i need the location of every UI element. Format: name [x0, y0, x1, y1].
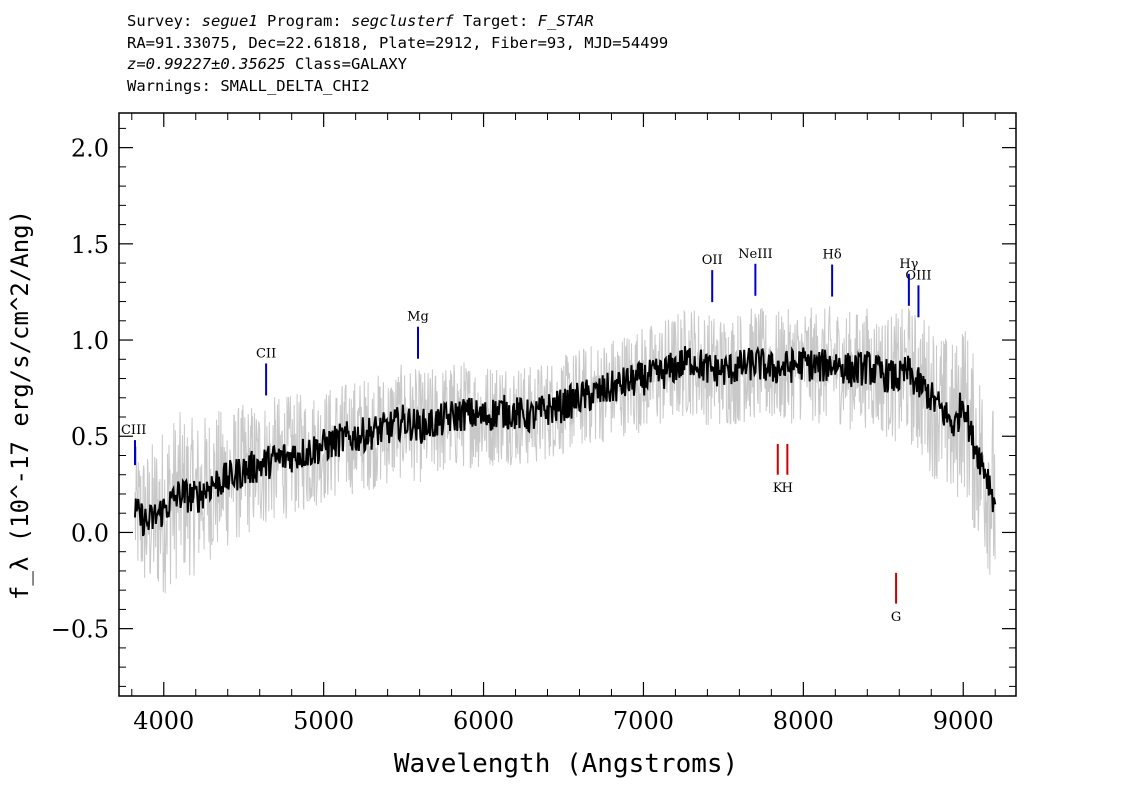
y-axis-label-text: f_λ (10^-17 erg/s/cm^2/Ang)	[6, 210, 34, 600]
y-tick-label-5: 2.0	[71, 135, 109, 163]
x-tick-label-5: 9000	[933, 707, 994, 735]
annotation-label-8: K	[773, 481, 783, 496]
header-line-survey: Survey: segue1 Program: segclusterf Targ…	[127, 11, 1027, 33]
axes: 4000 5000 6000 7000 8000 9000 −0.5 0.0 0.5 1.0 1.5…	[51, 112, 1017, 735]
program-value: segclusterf	[351, 12, 454, 30]
x-tick-label-3: 7000	[613, 707, 674, 735]
x-tick-label-4: 8000	[773, 707, 834, 735]
header-line-warnings: Warnings: SMALL_DELTA_CHI2	[127, 76, 370, 95]
annotation-label-4: NeIII	[738, 247, 772, 262]
flux-series	[134, 345, 997, 537]
class-value: Class=GALAXY	[294, 55, 407, 73]
x-tick-label-0: 4000	[133, 707, 194, 735]
annotation-label-3: OII	[702, 253, 723, 268]
spectrum-header: Survey: segue1 Program: segclusterf Targ…	[127, 11, 1027, 97]
survey-label: Survey:	[127, 12, 193, 30]
plot-frame	[118, 112, 1017, 697]
annotation-label-10: G	[891, 610, 901, 625]
survey-value: segue1	[201, 12, 258, 30]
y-tick-label-3: 1.0	[71, 327, 109, 355]
program-label: Program:	[267, 12, 342, 30]
annotation-label-1: CII	[256, 346, 276, 361]
x-tick-label-1: 5000	[293, 707, 354, 735]
annotation-label-6: Hγ	[899, 257, 918, 272]
y-tick-label-4: 1.5	[71, 231, 109, 259]
x-tick-label-2: 6000	[453, 707, 514, 735]
target-label: Target:	[463, 12, 529, 30]
annotation-label-0: CIII	[121, 423, 146, 438]
target-value: F_STAR	[537, 12, 594, 30]
y-tick-label-1: 0.0	[71, 519, 109, 547]
x-axis-label: Wavelength (Angstroms)	[394, 749, 738, 779]
y-axis-label: f_λ (10^-17 erg/s/cm^2/Ang)	[6, 210, 34, 600]
y-tick-label-2: 0.5	[71, 423, 109, 451]
header-line-coordinates: RA=91.33075, Dec=22.61818, Plate=2912, F…	[127, 33, 669, 52]
annotation-label-7: OIII	[905, 268, 931, 283]
y-tick-label-0: −0.5	[51, 616, 109, 644]
annotation-label-5: Hδ	[823, 248, 842, 263]
flux-line	[134, 345, 997, 537]
annotation-label-2: Mg	[407, 310, 429, 325]
header-line-redshift: z=0.99227±0.35625 Class=GALAXY	[127, 54, 1027, 76]
redshift-value: z=0.99227±0.35625	[127, 55, 286, 73]
annotation-label-9: H	[782, 481, 793, 496]
